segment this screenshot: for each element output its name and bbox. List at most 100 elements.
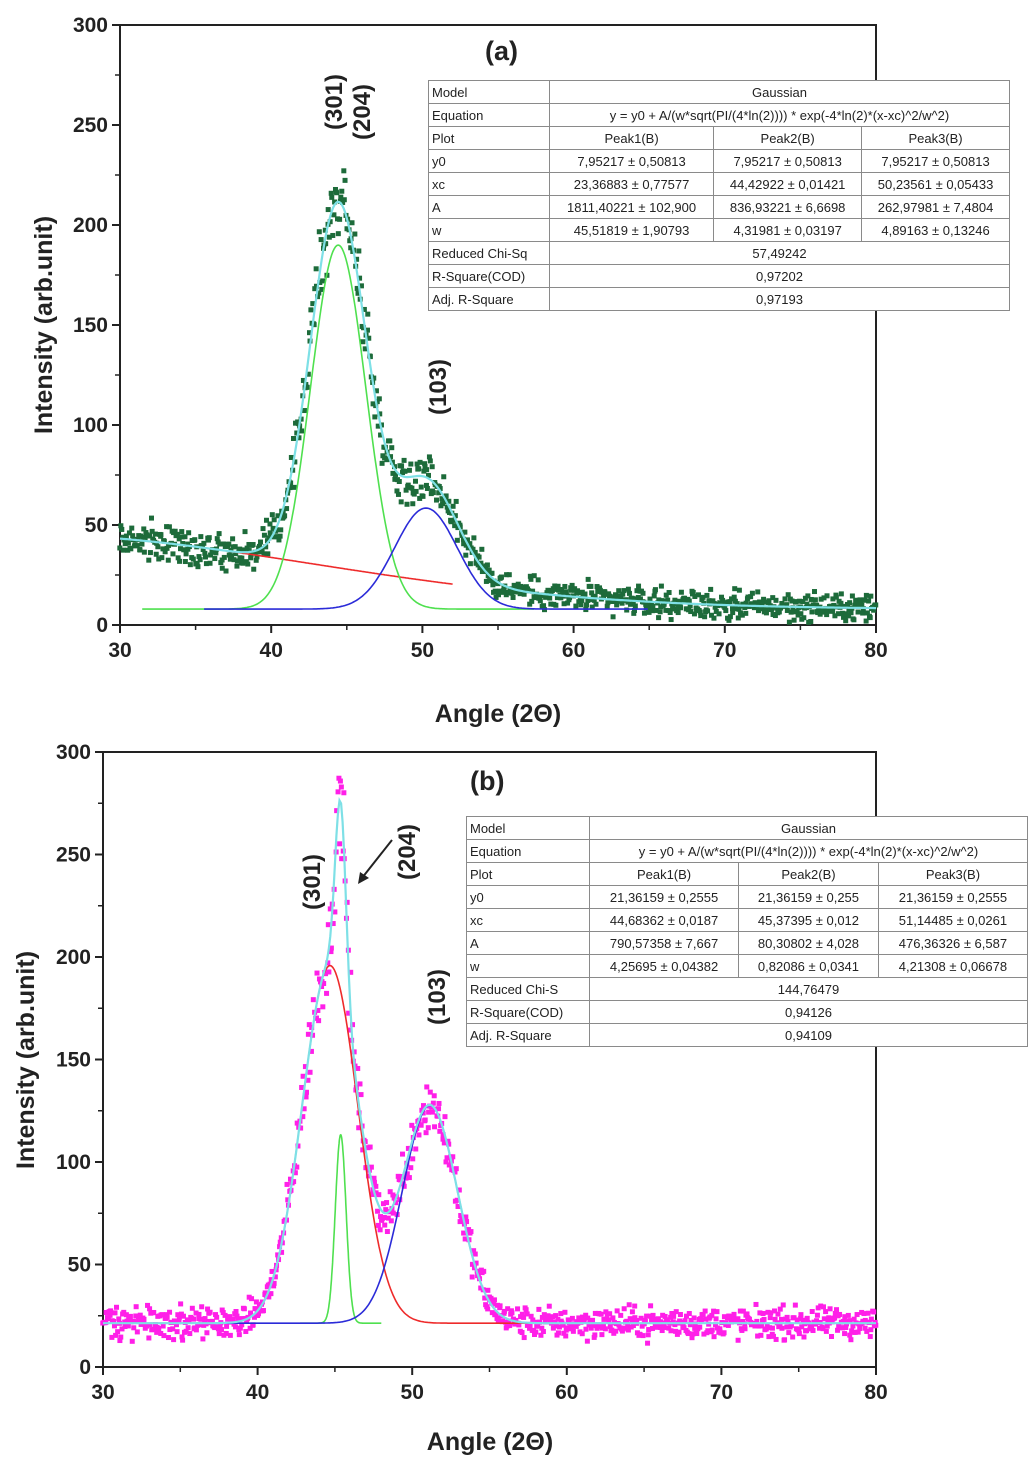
data-point: [171, 1337, 177, 1343]
data-point: [267, 530, 273, 536]
data-point: [686, 598, 692, 604]
data-point: [404, 1171, 410, 1177]
data-point: [220, 1310, 226, 1316]
data-point: [711, 615, 717, 621]
data-point: [770, 595, 776, 601]
data-point: [248, 555, 254, 561]
data-point: [212, 556, 218, 562]
data-point: [260, 1308, 266, 1314]
data-point: [237, 546, 243, 552]
data-point: [804, 1315, 810, 1321]
data-point: [601, 594, 607, 600]
data-point: [360, 1147, 366, 1153]
data-point: [735, 1337, 741, 1343]
data-point: [417, 495, 423, 501]
data-point: [103, 1310, 109, 1316]
data-point: [444, 1155, 450, 1161]
data-point: [558, 1311, 564, 1317]
data-point: [672, 1322, 678, 1328]
data-point: [818, 596, 824, 602]
data-point: [419, 1107, 425, 1113]
data-point: [671, 1313, 677, 1319]
data-point: [491, 1301, 497, 1307]
data-point: [683, 1313, 689, 1319]
data-point: [772, 1316, 778, 1322]
data-point: [177, 558, 183, 564]
data-point: [567, 595, 573, 601]
data-point: [565, 1317, 571, 1323]
data-point: [349, 220, 355, 226]
data-point: [719, 600, 725, 606]
data-point: [365, 1173, 371, 1179]
data-point: [676, 598, 682, 604]
data-point: [784, 1314, 790, 1320]
table-row: A 790,57358 ± 7,667 80,30802 ± 4,028 476…: [466, 931, 1029, 955]
data-point: [232, 1324, 238, 1330]
data-point: [645, 1332, 651, 1338]
data-point: [645, 606, 651, 612]
table-cell: xc: [466, 908, 590, 932]
data-point: [495, 581, 501, 587]
data-point: [561, 1330, 567, 1336]
data-point: [493, 1311, 499, 1317]
data-point: [316, 976, 322, 982]
data-point: [340, 199, 346, 205]
data-point: [818, 1303, 824, 1309]
data-point: [137, 547, 143, 553]
data-point: [398, 1174, 404, 1180]
data-point: [613, 1328, 619, 1334]
table-row: Adj. R-Square 0,97193: [428, 287, 1010, 311]
data-point: [108, 1308, 114, 1314]
data-point: [649, 608, 655, 614]
data-point: [227, 1314, 233, 1320]
data-point: [826, 1315, 832, 1321]
data-point: [200, 1336, 206, 1342]
data-point: [716, 611, 722, 617]
data-point: [500, 1318, 506, 1324]
data-point: [319, 286, 325, 292]
data-point: [616, 588, 622, 594]
data-point: [798, 611, 804, 617]
data-point: [541, 1312, 547, 1318]
data-point: [421, 468, 427, 474]
data-point: [216, 1331, 222, 1337]
data-point: [294, 1120, 300, 1126]
data-point: [601, 1316, 607, 1322]
data-point: [404, 501, 410, 507]
data-point: [268, 1277, 274, 1283]
data-point: [828, 1333, 834, 1339]
data-point: [668, 1328, 674, 1334]
data-point: [678, 605, 684, 611]
data-point: [334, 808, 340, 814]
table-cell: Gaussian: [589, 816, 1028, 840]
data-point: [589, 604, 595, 610]
data-point: [165, 1335, 171, 1341]
data-point: [338, 194, 344, 200]
data-point: [527, 601, 533, 607]
data-point: [610, 1315, 616, 1321]
data-point: [788, 1322, 794, 1328]
data-point: [125, 1323, 131, 1329]
data-point: [377, 1227, 383, 1233]
data-point: [410, 1156, 416, 1162]
data-point: [838, 600, 844, 606]
data-point: [282, 513, 288, 519]
data-point: [722, 605, 728, 611]
data-point: [625, 1323, 631, 1329]
data-point: [770, 1333, 776, 1339]
data-point: [765, 1309, 771, 1315]
data-point: [395, 491, 401, 497]
table-cell: 45,37395 ± 0,012: [738, 908, 879, 932]
data-point: [469, 1274, 475, 1280]
data-point: [214, 536, 220, 542]
data-point: [537, 598, 543, 604]
table-cell: Plot: [466, 862, 590, 886]
data-point: [239, 1322, 245, 1328]
data-point: [609, 1327, 615, 1333]
data-point: [624, 1318, 630, 1324]
data-point: [390, 470, 396, 476]
data-point: [167, 1327, 173, 1333]
data-point: [791, 1315, 797, 1321]
data-point: [290, 436, 296, 442]
data-point: [235, 1316, 241, 1322]
